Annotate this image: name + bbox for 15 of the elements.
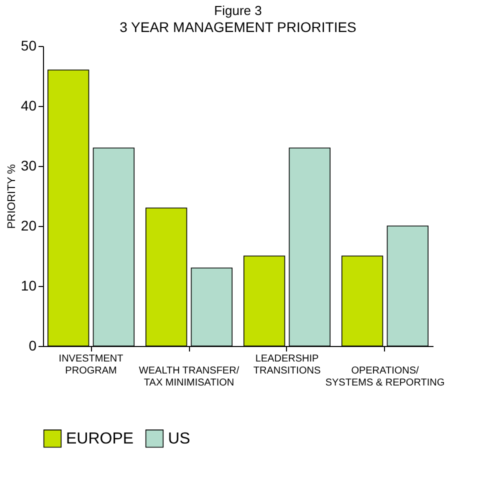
x-tick-label: LEADERSHIP TRANSITIONS	[253, 354, 321, 376]
legend-label: US	[168, 430, 190, 448]
y-tick-label: 40	[20, 98, 37, 114]
x-tick-label: INVESTMENT PROGRAM	[58, 354, 124, 376]
y-tick-label: 50	[20, 38, 37, 54]
legend-label: EUROPE	[66, 430, 134, 448]
x-tick-label: WEALTH TRANSFER/ TAX MINIMISATION	[138, 366, 240, 388]
chart-subtitle: 3 YEAR MANAGEMENT PRIORITIES	[120, 19, 356, 35]
y-axis-title: PRIORITY %	[6, 164, 18, 229]
y-tick-label: 20	[20, 218, 37, 234]
chart-title: Figure 3	[214, 3, 262, 18]
x-tick-label: OPERATIONS/ SYSTEMS & REPORTING	[325, 366, 445, 388]
y-tick-label: 30	[20, 158, 37, 174]
y-tick-label: 10	[20, 278, 37, 294]
y-tick-label: 0	[28, 338, 37, 354]
